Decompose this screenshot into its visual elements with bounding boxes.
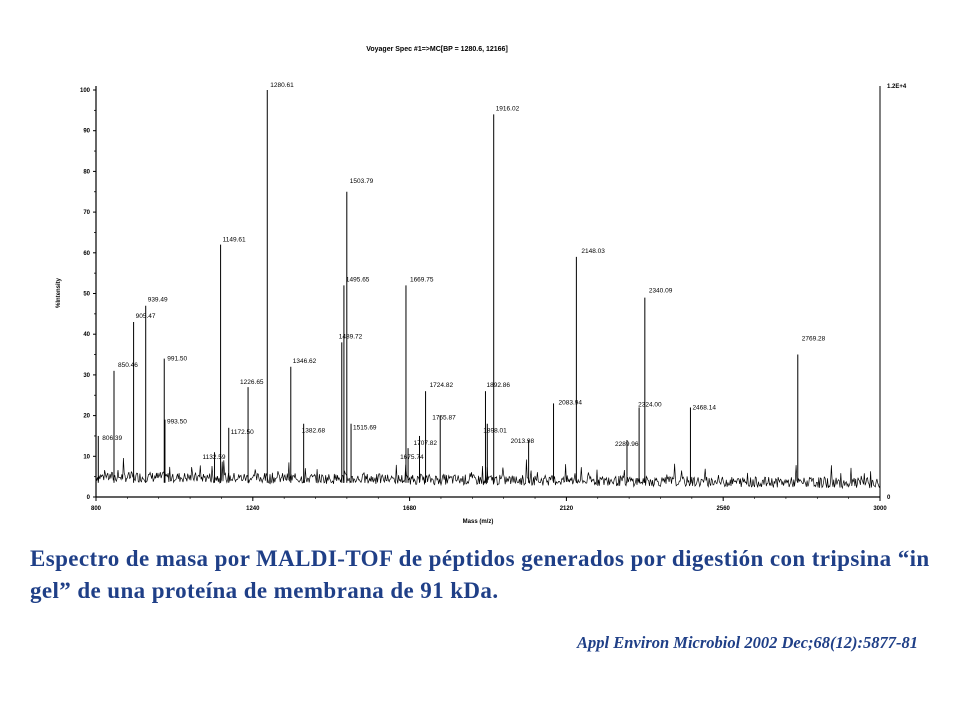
peak-label-1172.50: 1172.50 xyxy=(231,429,254,436)
peak-label-2769.28: 2769.28 xyxy=(802,336,826,343)
peak-label-1916.02: 1916.02 xyxy=(496,105,520,112)
peak-label-1675.74: 1675.74 xyxy=(400,454,424,461)
peak-label-2148.03: 2148.03 xyxy=(581,248,605,255)
figure-caption: Espectro de masa por MALDI-TOF de péptid… xyxy=(30,546,930,603)
y-tick-label: 0 xyxy=(87,495,91,501)
peak-label-2340.09: 2340.09 xyxy=(649,288,673,295)
peak-label-1132.59: 1132.59 xyxy=(203,454,226,461)
peak-label-1898.01: 1898.01 xyxy=(483,428,507,435)
y-tick-label: 100 xyxy=(80,88,91,94)
peak-label-2013.98: 2013.98 xyxy=(511,438,535,445)
y-tick-label: 10 xyxy=(83,454,90,460)
x-tick-label: 1680 xyxy=(403,506,417,512)
peak-label-1669.75: 1669.75 xyxy=(410,276,434,283)
peak-label-2083.94: 2083.94 xyxy=(559,399,583,406)
right-axis-bottom-label: 0 xyxy=(887,495,891,501)
peak-label-1226.65: 1226.65 xyxy=(240,379,264,386)
peak-label-2289.96: 2289.96 xyxy=(615,441,639,448)
peak-label-2324.00: 2324.00 xyxy=(638,401,662,408)
peak-label-905.47: 905.47 xyxy=(136,313,156,320)
x-tick-label: 1240 xyxy=(246,506,260,512)
peak-label-1765.87: 1765.87 xyxy=(432,415,456,422)
peak-label-1892.86: 1892.86 xyxy=(486,382,510,389)
y-tick-label: 90 xyxy=(83,129,90,135)
right-axis-top-label: 1.2E+4 xyxy=(887,84,907,90)
mass-spectrum-chart: Voyager Spec #1=>MC[BP = 1280.6, 12166] … xyxy=(56,46,907,525)
peak-label-1515.69: 1515.69 xyxy=(353,425,377,432)
x-tick-label: 3000 xyxy=(873,506,887,512)
x-tick-label: 800 xyxy=(91,506,102,512)
citation: Appl Environ Microbiol 2002 Dec;68(12):5… xyxy=(577,633,918,652)
peak-label-1382.68: 1382.68 xyxy=(302,428,326,435)
peak-label-993.50: 993.50 xyxy=(167,419,187,426)
x-tick-label: 2120 xyxy=(560,506,574,512)
baseline-trace xyxy=(95,457,881,490)
peak-label-1724.82: 1724.82 xyxy=(430,382,454,389)
chart-title: Voyager Spec #1=>MC[BP = 1280.6, 12166] xyxy=(366,46,508,53)
y-tick-label: 20 xyxy=(83,414,90,420)
y-tick-label: 60 xyxy=(83,251,90,257)
peak-label-1489.72: 1489.72 xyxy=(339,333,363,340)
peak-label-939.49: 939.49 xyxy=(148,297,168,304)
peak-label-1495.65: 1495.65 xyxy=(346,276,370,283)
peak-label-806.39: 806.39 xyxy=(102,435,122,442)
peak-label-1503.79: 1503.79 xyxy=(350,178,374,185)
x-tick-label: 2560 xyxy=(717,506,731,512)
y-tick-label: 30 xyxy=(83,373,90,379)
y-tick-label: 70 xyxy=(83,210,90,216)
peak-label-850.46: 850.46 xyxy=(118,362,138,369)
peak-label-1707.82: 1707.82 xyxy=(414,440,438,447)
peak-label-1346.62: 1346.62 xyxy=(293,358,317,365)
y-tick-label: 80 xyxy=(83,169,90,175)
peak-label-2468.14: 2468.14 xyxy=(692,404,716,411)
peak-label-991.50: 991.50 xyxy=(167,356,187,363)
y-axis-label: %Intensity xyxy=(56,277,62,308)
peak-label-1280.61: 1280.61 xyxy=(270,82,294,89)
y-tick-label: 50 xyxy=(83,292,90,298)
peak-label-1149.61: 1149.61 xyxy=(223,237,246,244)
x-axis-label: Mass (m/z) xyxy=(463,519,494,525)
y-tick-label: 40 xyxy=(83,332,90,338)
